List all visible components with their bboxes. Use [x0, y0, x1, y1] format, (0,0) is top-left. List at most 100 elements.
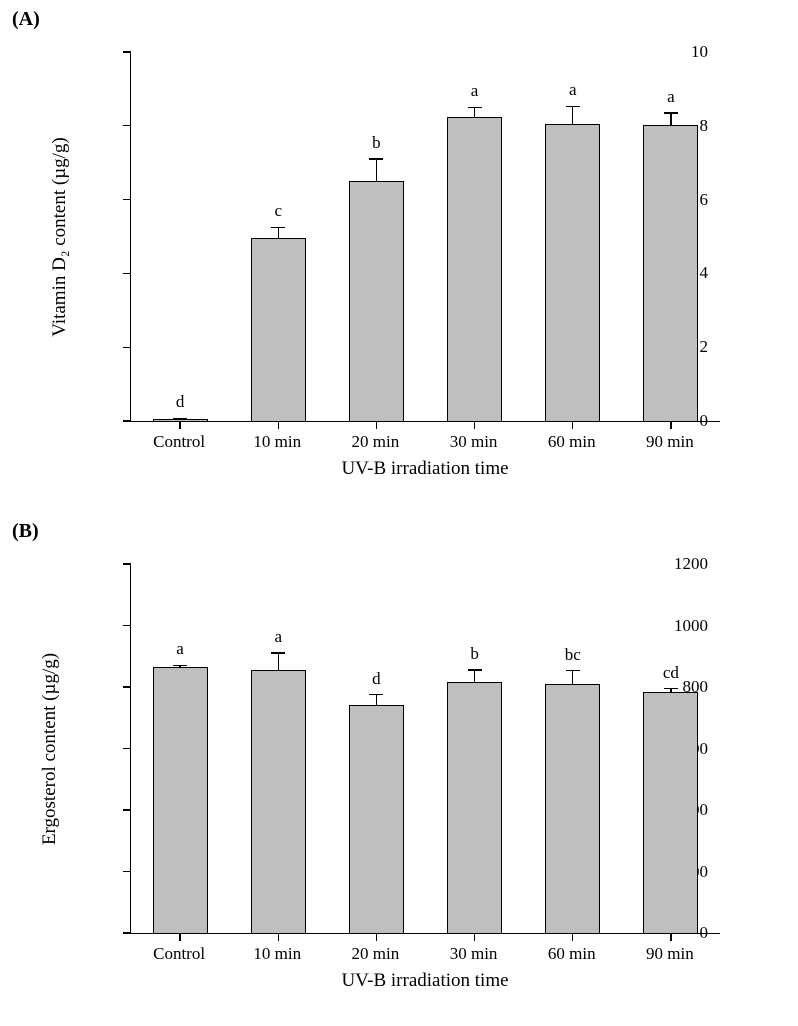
chart-a-x-tick — [278, 421, 279, 429]
chart-a-error-line — [474, 107, 475, 116]
chart-b-bar — [349, 705, 404, 933]
chart-b-error-cap — [369, 694, 383, 695]
chart-b-error-line — [278, 653, 279, 670]
chart-b-bar — [545, 684, 600, 933]
chart-b-x-tick-label: 10 min — [253, 944, 301, 964]
chart-b: 020040060080010001200aadbbccd Control10 … — [130, 564, 720, 934]
chart-b-error-cap — [566, 670, 580, 671]
chart-a-y-title: Vitamin D₂ content (µg/g) — [49, 137, 71, 337]
chart-b-y-tick — [123, 932, 131, 933]
chart-b-sig-label: bc — [565, 645, 581, 665]
chart-b-y-tick — [123, 625, 131, 626]
chart-a-error-cap — [369, 158, 383, 159]
chart-a-sig-label: a — [667, 87, 675, 107]
chart-b-y-tick — [123, 809, 131, 810]
chart-a-bar — [349, 181, 404, 421]
chart-b-x-tick-label: 60 min — [548, 944, 596, 964]
chart-b-error-line — [474, 670, 475, 682]
chart-b-bar — [251, 670, 306, 933]
chart-b-x-tick — [670, 933, 671, 941]
chart-a-error-line — [572, 106, 573, 124]
chart-a-sig-label: b — [372, 133, 381, 153]
chart-a-y-tick-label: 2 — [700, 337, 709, 357]
chart-b-x-tick — [474, 933, 475, 941]
chart-a-bar — [251, 238, 306, 421]
chart-b-bar — [643, 692, 698, 933]
chart-b-error-line — [376, 695, 377, 706]
chart-a-x-tick-label: Control — [153, 432, 205, 452]
chart-a-x-tick — [179, 421, 180, 429]
chart-b-sig-label: a — [274, 627, 282, 647]
chart-a-x-tick-label: 20 min — [352, 432, 400, 452]
chart-a-error-cap — [566, 106, 580, 107]
chart-a-error-cap — [271, 227, 285, 228]
chart-a-x-tick — [376, 421, 377, 429]
chart-b-error-cap — [468, 669, 482, 670]
chart-b-sig-label: cd — [663, 663, 679, 683]
panel-b-label: (B) — [12, 520, 39, 543]
chart-a-y-tick — [123, 420, 131, 421]
page: (A) 0 2 4 6 8 10 d c b a a a Control 10 min 20 min 30 … — [0, 0, 798, 1026]
chart-b-bar — [447, 682, 502, 933]
chart-b-x-tick-label: 90 min — [646, 944, 694, 964]
chart-a: 0246810dcbaaa Control10 min20 min30 min6… — [130, 52, 720, 422]
chart-a-sig-label: c — [274, 201, 282, 221]
chart-b-x-tick — [179, 933, 180, 941]
chart-b-y-tick — [123, 686, 131, 687]
chart-b-sig-label: d — [372, 669, 381, 689]
chart-b-y-tick — [123, 748, 131, 749]
chart-b-y-tick-label: 1200 — [674, 554, 708, 574]
chart-a-x-tick — [572, 421, 573, 429]
chart-a-x-tick — [670, 421, 671, 429]
chart-b-y-tick-label: 1000 — [674, 616, 708, 636]
chart-a-sig-label: a — [569, 80, 577, 100]
panel-a-label: (A) — [12, 8, 40, 31]
chart-a-error-cap — [664, 112, 678, 113]
chart-a-plot-area: 0246810dcbaaa — [130, 52, 720, 422]
chart-b-y-tick — [123, 563, 131, 564]
chart-a-error-line — [278, 227, 279, 238]
chart-a-bar — [545, 124, 600, 421]
chart-a-x-tick-label: 60 min — [548, 432, 596, 452]
chart-a-y-tick — [123, 273, 131, 274]
chart-a-y-tick — [123, 125, 131, 126]
chart-b-x-tick — [376, 933, 377, 941]
chart-b-plot-area: 020040060080010001200aadbbccd — [130, 564, 720, 934]
chart-b-y-tick-label: 0 — [700, 923, 709, 943]
chart-a-error-cap — [468, 107, 482, 108]
chart-a-sig-label: d — [176, 392, 185, 412]
chart-a-x-tick-label: 10 min — [253, 432, 301, 452]
chart-b-y-tick — [123, 871, 131, 872]
chart-a-bar — [447, 117, 502, 421]
chart-a-y-tick — [123, 51, 131, 52]
chart-b-error-cap — [173, 665, 187, 666]
chart-b-sig-label: a — [176, 639, 184, 659]
chart-a-error-line — [376, 159, 377, 181]
chart-a-x-tick-label: 90 min — [646, 432, 694, 452]
chart-a-x-tick-label: 30 min — [450, 432, 498, 452]
chart-b-y-title: Ergosterol content (µg/g) — [39, 653, 61, 845]
chart-b-x-tick-label: Control — [153, 944, 205, 964]
chart-b-error-cap — [271, 652, 285, 653]
chart-b-x-tick — [278, 933, 279, 941]
chart-a-error-line — [670, 113, 671, 125]
chart-a-y-tick-label: 10 — [691, 42, 708, 62]
chart-a-error-cap — [173, 418, 187, 419]
chart-b-error-line — [572, 671, 573, 684]
chart-b-sig-label: b — [470, 644, 479, 664]
chart-a-sig-label: a — [471, 81, 479, 101]
chart-b-error-cap — [664, 688, 678, 689]
chart-a-y-tick-label: 4 — [700, 263, 709, 283]
chart-b-x-tick-label: 20 min — [352, 944, 400, 964]
chart-a-x-tick — [474, 421, 475, 429]
chart-a-y-tick — [123, 199, 131, 200]
chart-a-y-tick — [123, 347, 131, 348]
chart-a-x-title: UV-B irradiation time — [341, 458, 508, 480]
chart-a-y-tick-label: 0 — [700, 411, 709, 431]
chart-a-y-tick-label: 6 — [700, 190, 709, 210]
chart-a-y-tick-label: 8 — [700, 116, 709, 136]
chart-b-bar — [153, 667, 208, 933]
chart-a-bar — [643, 125, 698, 421]
chart-b-x-tick-label: 30 min — [450, 944, 498, 964]
chart-b-x-title: UV-B irradiation time — [341, 970, 508, 992]
